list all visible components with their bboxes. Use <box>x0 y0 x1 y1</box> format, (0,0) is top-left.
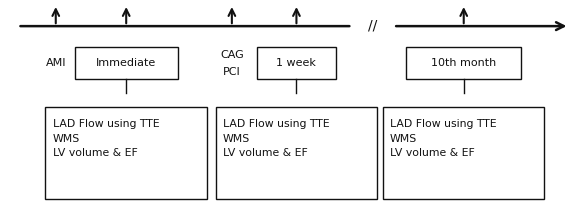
Text: PCI: PCI <box>223 67 241 77</box>
FancyBboxPatch shape <box>257 47 336 79</box>
FancyBboxPatch shape <box>216 107 377 199</box>
Text: CAG: CAG <box>220 50 244 60</box>
Text: AMI: AMI <box>46 58 66 68</box>
FancyBboxPatch shape <box>45 107 207 199</box>
Text: LAD Flow using TTE
WMS
LV volume & EF: LAD Flow using TTE WMS LV volume & EF <box>390 119 497 158</box>
Text: LAD Flow using TTE
WMS
LV volume & EF: LAD Flow using TTE WMS LV volume & EF <box>223 119 329 158</box>
Text: Immediate: Immediate <box>96 58 156 68</box>
Text: 10th month: 10th month <box>431 58 497 68</box>
FancyBboxPatch shape <box>383 107 545 199</box>
Text: //: // <box>368 18 377 32</box>
Text: 1 week: 1 week <box>276 58 316 68</box>
FancyBboxPatch shape <box>406 47 521 79</box>
FancyBboxPatch shape <box>75 47 177 79</box>
Text: LAD Flow using TTE
WMS
LV volume & EF: LAD Flow using TTE WMS LV volume & EF <box>52 119 159 158</box>
